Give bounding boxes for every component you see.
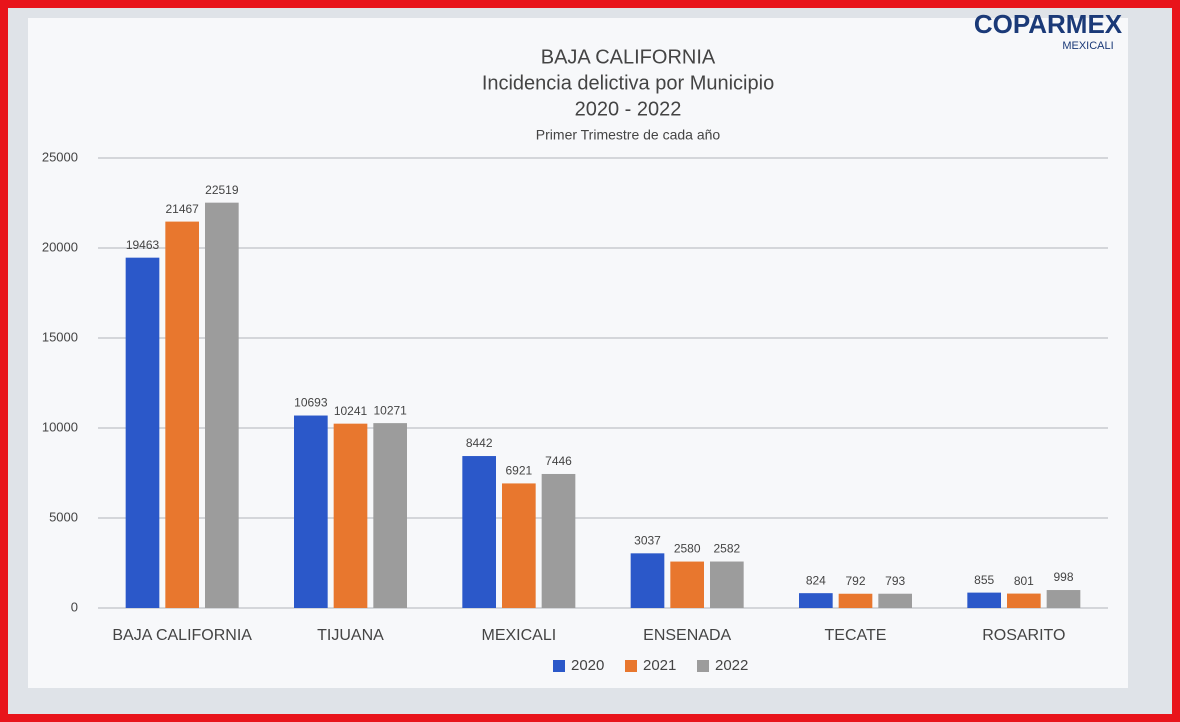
y-tick-label: 20000	[42, 239, 78, 254]
value-label: 22519	[205, 183, 239, 197]
legend-swatch	[553, 660, 565, 672]
value-label: 3037	[634, 534, 661, 548]
legend-label: 2022	[715, 657, 748, 674]
bar	[165, 221, 199, 608]
y-tick-label: 15000	[42, 329, 78, 344]
value-label: 10271	[373, 403, 407, 417]
x-tick-label: MEXICALI	[481, 627, 556, 644]
chart-title: 2020 - 2022	[575, 98, 682, 120]
legend-swatch	[625, 660, 637, 672]
y-tick-label: 25000	[42, 149, 78, 164]
x-tick-label: ROSARITO	[982, 627, 1065, 644]
y-tick-label: 10000	[42, 419, 78, 434]
chart-title: Incidencia delictiva por Municipio	[482, 72, 774, 94]
y-tick-label: 5000	[49, 509, 78, 524]
chart-subtitle: Primer Trimestre de cada año	[536, 127, 721, 143]
logo-name: COPARMEX	[974, 9, 1123, 39]
legend-label: 2020	[571, 657, 604, 674]
value-label: 21467	[165, 202, 199, 216]
value-label: 855	[974, 573, 994, 587]
bar	[1007, 593, 1041, 608]
bar	[205, 202, 239, 608]
value-label: 801	[1014, 574, 1034, 588]
bar	[502, 483, 536, 608]
value-label: 10241	[334, 404, 368, 418]
bar	[878, 593, 912, 608]
logo-city: MEXICALI	[1062, 40, 1113, 52]
x-tick-label: TIJUANA	[317, 627, 384, 644]
value-label: 7446	[545, 454, 572, 468]
bar	[1046, 590, 1081, 608]
legend-swatch	[697, 660, 709, 672]
bar	[333, 423, 368, 608]
chart-title: BAJA CALIFORNIA	[541, 46, 716, 68]
value-label: 2580	[674, 542, 701, 556]
bar	[630, 553, 665, 608]
bar	[799, 593, 833, 608]
bar	[541, 473, 576, 608]
value-label: 2582	[713, 542, 740, 556]
bar	[462, 456, 496, 608]
value-label: 6921	[505, 464, 532, 478]
x-tick-label: ENSENADA	[643, 627, 731, 644]
x-tick-label: BAJA CALIFORNIA	[112, 627, 252, 644]
legend-label: 2021	[643, 657, 676, 674]
value-label: 792	[845, 574, 865, 588]
value-label: 10693	[294, 396, 328, 410]
value-label: 19463	[126, 238, 160, 252]
bar	[838, 593, 873, 608]
x-tick-label: TECATE	[825, 627, 887, 644]
bar	[710, 561, 744, 608]
y-tick-label: 0	[71, 599, 78, 614]
bar	[670, 561, 704, 608]
bar	[125, 257, 160, 608]
value-label: 8442	[466, 436, 493, 450]
value-label: 824	[806, 573, 826, 587]
chart: COPARMEX MEXICALI BAJA CALIFORNIA Incide…	[28, 9, 1128, 688]
value-label: 998	[1053, 570, 1073, 584]
bar	[373, 423, 407, 608]
bar	[967, 592, 1001, 608]
value-label: 793	[885, 574, 905, 588]
bar	[294, 415, 328, 608]
